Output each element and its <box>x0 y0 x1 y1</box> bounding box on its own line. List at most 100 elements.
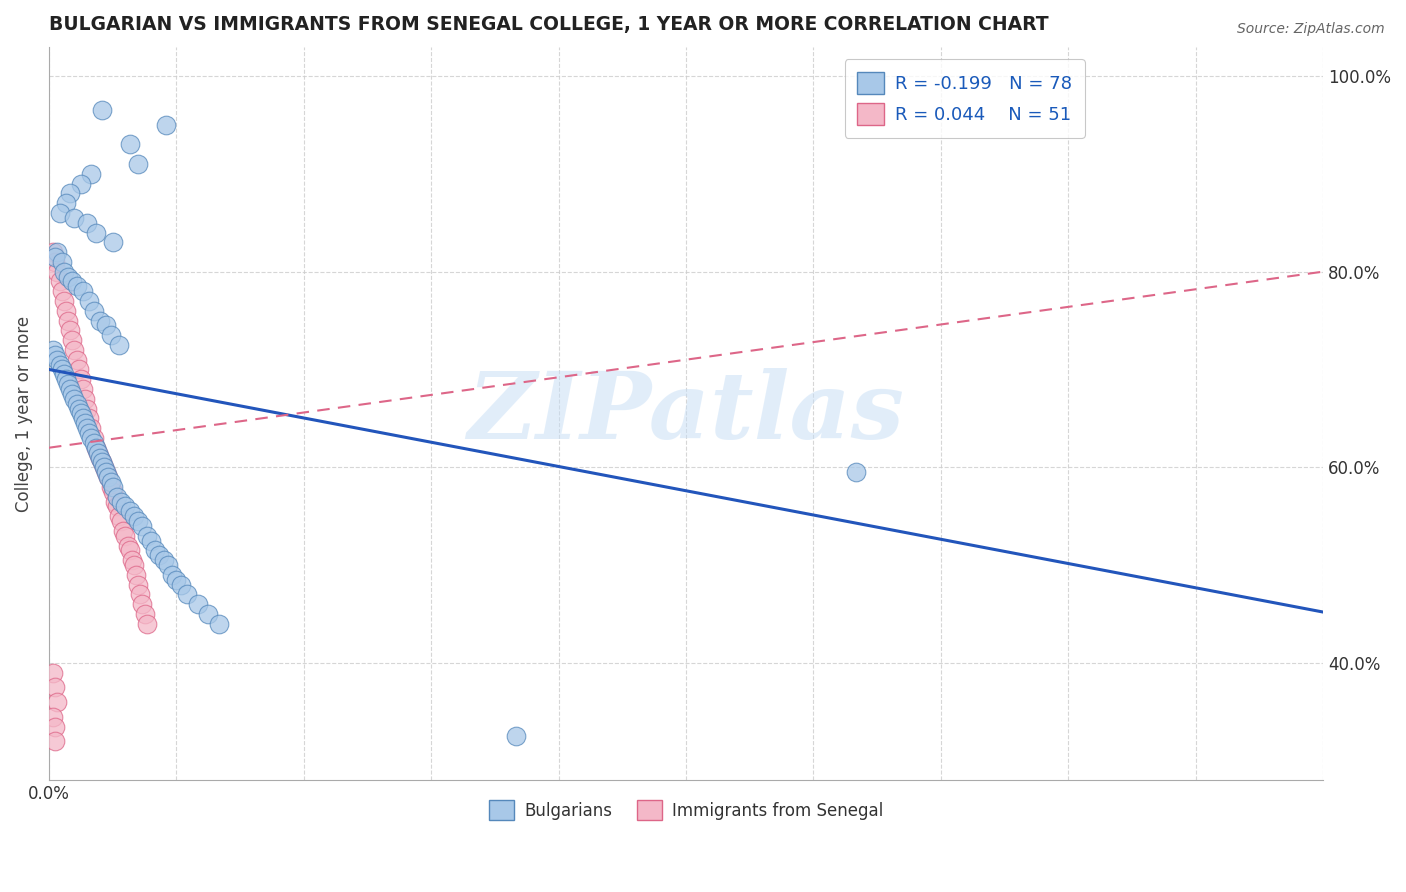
Point <box>100 475 122 489</box>
Point <box>96 318 118 333</box>
Point <box>52 265 75 279</box>
Point <box>44 255 66 269</box>
Point <box>84 226 107 240</box>
Point <box>44 348 66 362</box>
Point <box>52 368 75 382</box>
Point <box>83 431 105 445</box>
Point <box>84 441 107 455</box>
Point <box>131 519 153 533</box>
Point <box>208 616 231 631</box>
Point <box>91 455 114 469</box>
Point <box>48 206 70 220</box>
Point <box>51 255 73 269</box>
Point <box>84 441 107 455</box>
Point <box>48 275 70 289</box>
Point <box>100 480 122 494</box>
Point <box>76 401 98 416</box>
Point <box>42 665 65 680</box>
Point <box>91 455 114 469</box>
Point <box>131 597 153 611</box>
Point <box>55 303 77 318</box>
Text: ZIPatlas: ZIPatlas <box>468 368 904 458</box>
Point <box>127 514 149 528</box>
Point <box>60 387 83 401</box>
Point <box>97 470 120 484</box>
Point <box>505 729 527 743</box>
Point <box>118 543 141 558</box>
Point <box>44 734 66 748</box>
Point <box>46 352 69 367</box>
Point <box>110 494 132 508</box>
Y-axis label: College, 1 year or more: College, 1 year or more <box>15 316 32 511</box>
Point <box>101 235 124 250</box>
Point <box>69 177 91 191</box>
Legend: Bulgarians, Immigrants from Senegal: Bulgarians, Immigrants from Senegal <box>482 793 890 827</box>
Point <box>105 490 128 504</box>
Point <box>104 494 127 508</box>
Point <box>89 450 111 465</box>
Point <box>96 465 118 479</box>
Point <box>72 411 94 425</box>
Point <box>60 333 83 347</box>
Point <box>79 411 101 425</box>
Point <box>152 553 174 567</box>
Point <box>117 539 139 553</box>
Point <box>56 377 79 392</box>
Point <box>100 328 122 343</box>
Point <box>42 709 65 723</box>
Point <box>156 558 179 573</box>
Point <box>79 425 101 440</box>
Point <box>76 216 98 230</box>
Point <box>139 533 162 548</box>
Point <box>56 313 79 327</box>
Point <box>101 480 124 494</box>
Point <box>148 549 170 563</box>
Point <box>51 284 73 298</box>
Point <box>63 211 86 225</box>
Point <box>52 293 75 308</box>
Point <box>108 509 131 524</box>
Point <box>75 417 97 431</box>
Point <box>59 323 82 337</box>
Point <box>59 186 82 201</box>
Point <box>63 343 86 357</box>
Point <box>143 543 166 558</box>
Point <box>65 279 87 293</box>
Point <box>56 269 79 284</box>
Point <box>72 284 94 298</box>
Point <box>46 695 69 709</box>
Point <box>101 484 124 499</box>
Point <box>87 445 110 459</box>
Point <box>93 460 115 475</box>
Point <box>165 573 187 587</box>
Point <box>46 265 69 279</box>
Point <box>197 607 219 621</box>
Point <box>76 421 98 435</box>
Point <box>845 465 868 479</box>
Point <box>121 553 143 567</box>
Point <box>44 681 66 695</box>
Point <box>89 450 111 465</box>
Point <box>114 500 136 514</box>
Text: Source: ZipAtlas.com: Source: ZipAtlas.com <box>1237 22 1385 37</box>
Point <box>93 460 115 475</box>
Text: BULGARIAN VS IMMIGRANTS FROM SENEGAL COLLEGE, 1 YEAR OR MORE CORRELATION CHART: BULGARIAN VS IMMIGRANTS FROM SENEGAL COL… <box>49 15 1049 34</box>
Point <box>112 524 135 538</box>
Point <box>187 597 209 611</box>
Point <box>87 445 110 459</box>
Point <box>122 558 145 573</box>
Point <box>69 372 91 386</box>
Point <box>55 196 77 211</box>
Point <box>67 401 90 416</box>
Point <box>80 167 103 181</box>
Point <box>114 529 136 543</box>
Point <box>118 137 141 152</box>
Point <box>55 372 77 386</box>
Point <box>48 358 70 372</box>
Point <box>135 616 157 631</box>
Point <box>135 529 157 543</box>
Point <box>79 293 101 308</box>
Point <box>169 577 191 591</box>
Point <box>60 275 83 289</box>
Point <box>72 382 94 396</box>
